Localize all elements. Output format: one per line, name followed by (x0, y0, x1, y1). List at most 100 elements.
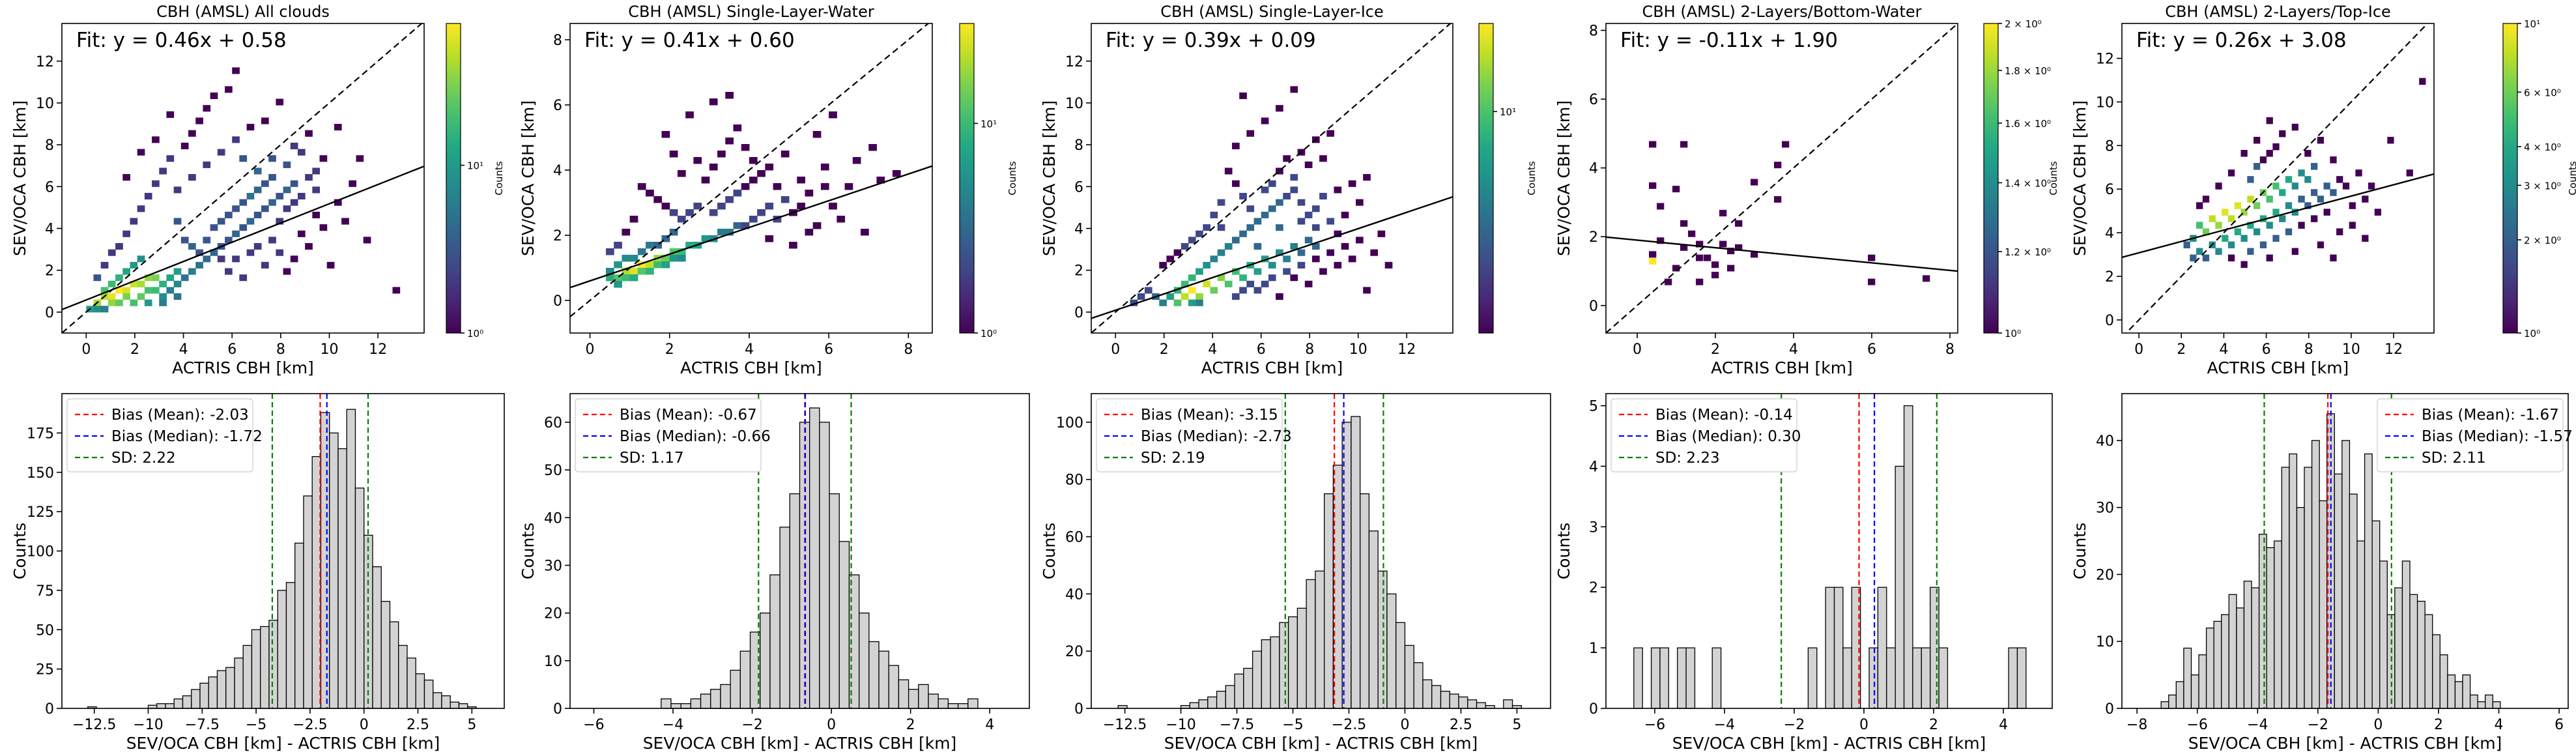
heatmap-cell (669, 151, 678, 158)
heatmap-cell (653, 242, 663, 249)
heatmap-cell (210, 224, 218, 231)
heatmap-cell (334, 124, 342, 131)
histogram-bar (1270, 636, 1280, 709)
x-tick-label: 0 (2134, 341, 2143, 358)
histogram-bar (2168, 694, 2177, 709)
legend-label: Bias (Median): -1.72 (111, 428, 263, 445)
heatmap-cell (1232, 180, 1240, 187)
x-tick-label: −2 (1784, 717, 1805, 733)
heatmap-cell (749, 216, 758, 223)
heatmap-cell (1319, 192, 1327, 200)
histogram-bar (2401, 560, 2411, 709)
heatmap-cell (757, 170, 766, 177)
histogram-bar (2228, 594, 2237, 709)
colorbar-tick-label: 10¹ (980, 118, 997, 130)
heatmap-cell (2247, 176, 2254, 183)
heatmap-cell (1173, 287, 1182, 294)
y-tick-label: 175 (27, 426, 54, 442)
heatmap-cell (661, 261, 670, 268)
histogram-bar (1921, 647, 1931, 709)
histogram-bar (1476, 702, 1486, 709)
histogram-bar (277, 590, 287, 709)
heatmap-cell (107, 293, 116, 300)
histogram-bar (1912, 647, 1922, 709)
y-tick-label: 0 (1589, 701, 1598, 718)
heatmap-cell (1195, 293, 1203, 300)
x-tick-label: −12.5 (1103, 717, 1147, 733)
heatmap-cell (93, 274, 102, 282)
heatmap-cell (844, 183, 853, 190)
heatmap-cell (1159, 261, 1167, 269)
y-tick-label: 5 (1589, 399, 1598, 415)
heatmap-cell (1253, 268, 1262, 275)
legend (575, 398, 762, 472)
heatmap-cell (276, 192, 284, 200)
heatmap-cell (115, 274, 123, 282)
legend (66, 398, 253, 472)
y-tick-label: 20 (1065, 644, 1083, 660)
heatmap-cell (1326, 249, 1334, 256)
heatmap-cell (2266, 117, 2273, 124)
histogram-panel-5: −8 −6 −4 −2 0 2 4 6 0 10 20 30 40 SEV/OCA CBH [km] - … (2070, 393, 2573, 753)
histogram-bar (1440, 691, 1450, 709)
heatmap-cell (1261, 186, 1269, 194)
heatmap-cell (1680, 244, 1688, 251)
histogram-bar (2319, 500, 2328, 709)
heatmap-cell (137, 293, 145, 300)
heatmap-cell (305, 174, 313, 181)
histogram-bar (2432, 634, 2440, 709)
heatmap-cell (653, 261, 663, 268)
histogram-bar (260, 626, 270, 709)
histogram-bar (859, 612, 870, 709)
heatmap-cell (725, 92, 734, 99)
heatmap-cell (297, 149, 306, 156)
heatmap-cell (253, 186, 262, 194)
heatmap-cell (253, 211, 262, 218)
heatmap-cell (1232, 237, 1240, 244)
heatmap-panel-3: CBH (AMSL) Single-Layer-Ice Fit: y = 0.39… (1040, 3, 1538, 377)
heatmap-cell (709, 209, 718, 216)
heatmap-cell (2311, 163, 2318, 170)
histogram-bar (216, 670, 227, 709)
heatmap-cell (261, 205, 269, 212)
heatmap-cell (173, 293, 182, 300)
heatmap-cell (669, 248, 678, 255)
heatmap-cell (1384, 261, 1393, 269)
heatmap-cell (1311, 224, 1320, 231)
heatmap-cell (1268, 205, 1276, 212)
heatmap-cell (685, 209, 694, 216)
heatmap-cell (297, 192, 306, 200)
x-tick-label: 0 (360, 717, 369, 733)
heatmap-cell (122, 293, 130, 300)
histogram-bar (320, 412, 330, 709)
x-tick-label: 10 (2342, 341, 2360, 358)
heatmap-cell (1751, 251, 1758, 258)
heatmap-cell (2330, 156, 2337, 164)
heatmap-cell (188, 130, 196, 137)
heatmap-cell (1356, 199, 1364, 206)
heatmap-cell (2304, 202, 2311, 209)
histogram-bar (829, 493, 840, 709)
heatmap-cell (622, 229, 631, 236)
y-tick-label: 2 (1074, 263, 1083, 280)
x-tick-label: −2.5 (1332, 717, 1366, 733)
heatmap-cell (812, 222, 822, 229)
heatmap-cell (1210, 287, 1218, 294)
histogram-bar (329, 432, 339, 709)
heatmap-panel-4: CBH (AMSL) 2-Layers/Bottom-Water Fit: y =… (1554, 3, 2059, 377)
heatmap-cell (2406, 169, 2413, 177)
heatmap-cell (1232, 293, 1240, 300)
heatmap-cell (1261, 255, 1269, 263)
heatmap-cell (1283, 155, 1291, 162)
heatmap-cell (100, 287, 109, 294)
histogram-bar (670, 703, 681, 709)
y-tick-label: 75 (36, 583, 54, 600)
histogram-bar (2462, 674, 2471, 709)
histogram-bar (303, 495, 313, 709)
x-tick-label: 8 (2304, 341, 2313, 358)
heatmap-cell (312, 186, 321, 194)
colorbar-tick-label: 4 × 10⁰ (2524, 141, 2561, 153)
histogram-bar (918, 684, 929, 709)
heatmap-cell (646, 190, 654, 197)
heatmap-cell (217, 255, 225, 263)
